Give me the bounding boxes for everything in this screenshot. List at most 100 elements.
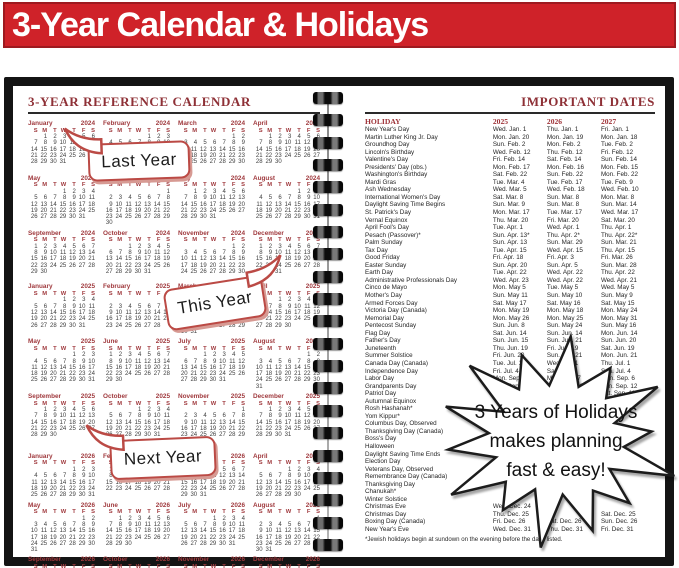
day: 24	[88, 371, 95, 378]
holiday-date: Mon. Sep. 6	[600, 375, 635, 383]
callout-this-year: This Year	[162, 254, 282, 332]
holiday-date: Mon. Jan. 18	[600, 133, 638, 141]
dow-letter: F	[306, 563, 311, 568]
day: 13	[153, 358, 161, 365]
day: 2	[82, 352, 86, 359]
day: 8	[268, 140, 273, 147]
day: 21	[284, 207, 292, 214]
holiday-date: Wed. Apr. 1	[546, 224, 580, 232]
day: 18	[125, 207, 132, 214]
day: 20	[40, 316, 48, 323]
day: 20	[190, 534, 198, 541]
day: 31	[144, 269, 151, 276]
day: 2	[109, 303, 113, 310]
mini-month: September2026SMTWTFS12345678910111213141…	[28, 556, 95, 568]
day: 23	[78, 485, 86, 492]
day: 3	[287, 407, 292, 414]
day: 12	[284, 528, 292, 535]
day: 14	[275, 479, 282, 486]
day: 6	[91, 134, 95, 141]
day: 9	[203, 195, 207, 202]
day: 30	[78, 492, 86, 499]
dow-letter: S	[91, 345, 95, 352]
day: 8	[212, 521, 217, 528]
day: 21	[238, 479, 245, 486]
dow-letter: M	[42, 345, 48, 352]
day: 13	[190, 528, 198, 535]
day: 26	[30, 322, 38, 329]
day: 19	[153, 528, 161, 535]
spiral-loop	[313, 203, 343, 216]
day: 17	[59, 146, 67, 153]
day: 18	[163, 419, 170, 426]
day: 4	[297, 134, 301, 141]
callout-next-year-label: Next Year	[123, 446, 203, 469]
mini-month-header: July 2025	[178, 338, 245, 346]
month-name: December	[253, 393, 284, 401]
day: 7	[166, 352, 170, 359]
dow-letter: T	[222, 509, 226, 516]
mini-month-header: June 2026	[103, 502, 170, 510]
day: 3	[62, 407, 67, 414]
dow-letter: S	[183, 509, 188, 516]
day: 7	[278, 473, 282, 480]
month-year: 2024	[155, 120, 170, 127]
day: 28	[50, 322, 57, 329]
month-name: August	[253, 338, 276, 346]
day: 28	[190, 377, 198, 384]
month-year: 2024	[155, 229, 170, 237]
holiday-name: New Year's Day	[365, 126, 410, 133]
day: 8	[109, 473, 113, 480]
dow-letter: M	[267, 563, 273, 568]
spiral-loop	[313, 92, 343, 104]
day: 14	[284, 201, 292, 208]
holiday-row: Autumnal Equinox	[365, 398, 655, 406]
day: 15	[59, 201, 67, 208]
holiday-date: Fri. Jun. 20	[492, 352, 525, 360]
holiday-date: Tue. Feb. 9	[600, 178, 633, 186]
month-name: February	[103, 283, 131, 291]
holiday-name: Mother's Day	[365, 292, 402, 300]
mini-month-header: May 2026	[28, 502, 95, 510]
mini-month: November2026SMTWTFS123456789101112131415…	[178, 556, 245, 568]
day: 15	[163, 201, 170, 208]
day: 18	[228, 364, 236, 371]
day: 3	[184, 250, 188, 257]
holiday-row: Easter Sunday Sun. Apr. 20 Sun. Apr. 5 Sun.…	[365, 262, 655, 270]
month-name: May	[28, 338, 41, 346]
day: 13	[144, 310, 151, 317]
day: 9	[82, 358, 86, 365]
dow-letter: F	[81, 237, 86, 244]
day: 17	[180, 262, 188, 269]
day: 12	[69, 250, 76, 257]
mini-month: January 2025 S M T W T F S 1 2 3 4 5 6 7 8 9 10 11 12 13 14 15 1…	[28, 283, 95, 335]
dow-letter: W	[285, 400, 292, 407]
holiday-date: Sun. Jun. 15	[492, 337, 529, 345]
dow-letter: F	[156, 290, 161, 297]
day: 19	[228, 201, 236, 208]
day: 14	[125, 419, 132, 426]
day: 9	[53, 413, 57, 420]
day: 3	[91, 467, 95, 474]
day: 30	[134, 269, 142, 276]
day: 12	[30, 201, 38, 208]
holiday-date: Wed. Jan. 1	[492, 126, 527, 133]
dow-letter: M	[117, 563, 123, 568]
day: 29	[69, 492, 76, 499]
day: 17	[78, 201, 86, 208]
day: 27	[294, 540, 301, 547]
day: 12	[294, 250, 301, 257]
holiday-date: Sat. May 15	[600, 299, 635, 307]
day: 8	[43, 140, 48, 147]
day: 16	[284, 310, 292, 317]
day: 15	[209, 528, 217, 535]
day: 23	[78, 371, 86, 378]
dow-letter: W	[60, 290, 67, 297]
holiday-name: Halloween	[365, 442, 395, 450]
holiday-date: Sat. Feb. 14	[546, 156, 582, 164]
day: 28	[59, 492, 67, 499]
day: 13	[163, 521, 170, 528]
day: 16	[265, 256, 273, 263]
day: 18	[144, 528, 151, 535]
